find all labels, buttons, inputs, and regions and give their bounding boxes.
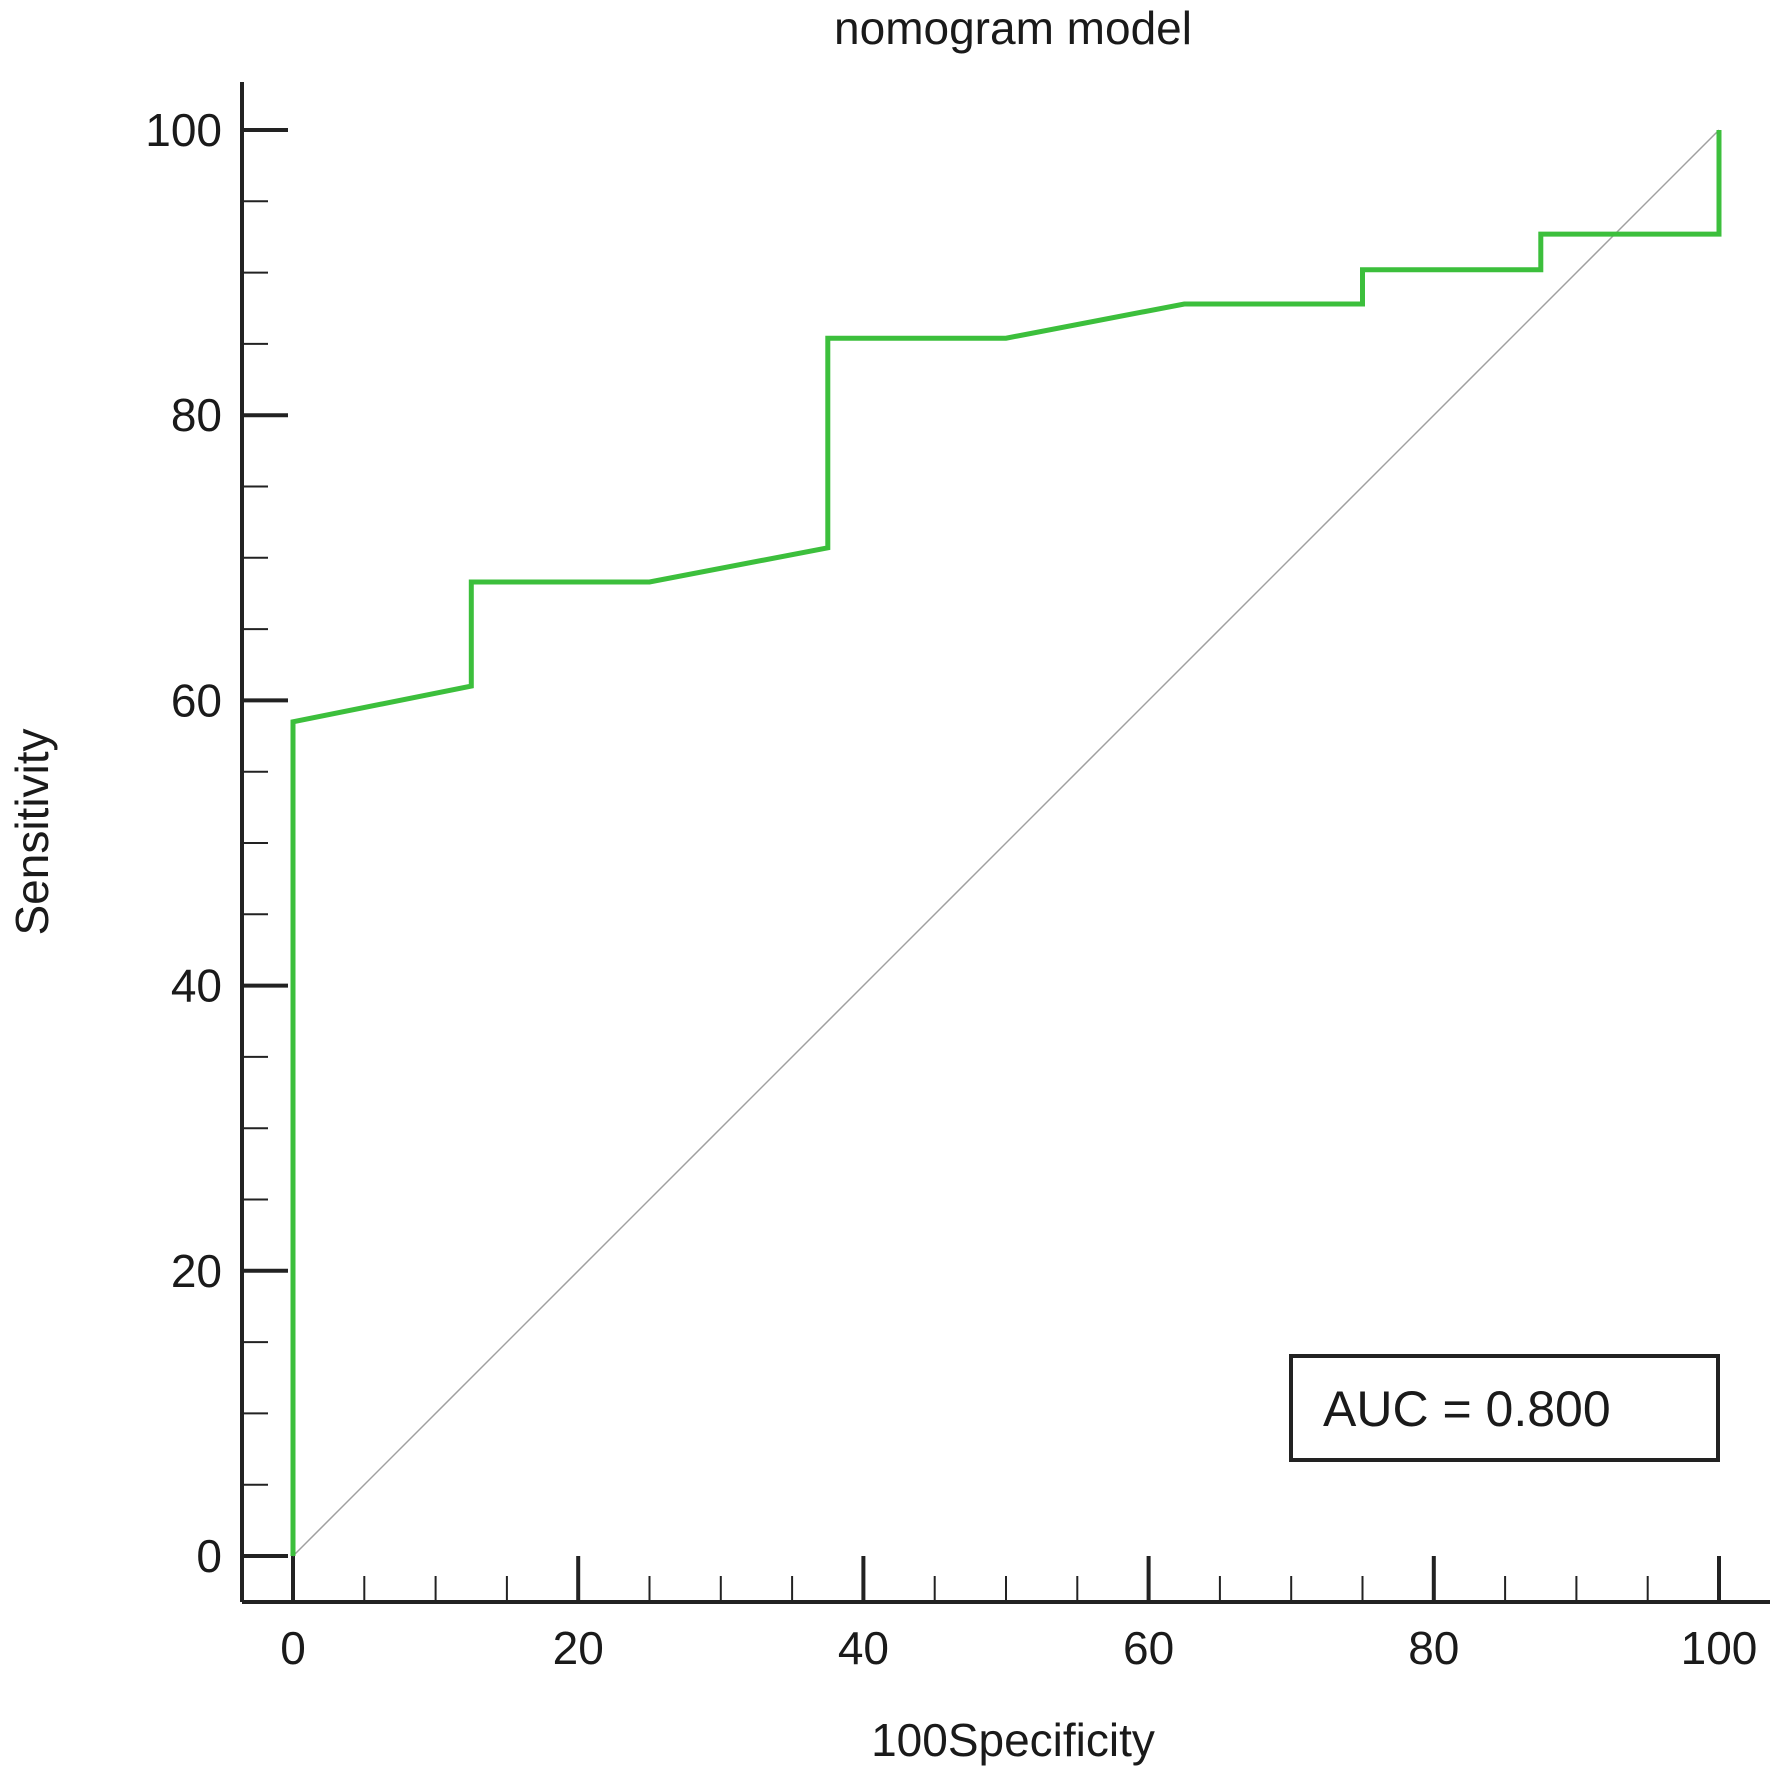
y-axis-title: Sensitivity xyxy=(6,728,58,935)
x-tick-label: 0 xyxy=(280,1622,306,1674)
y-tick-label: 60 xyxy=(171,674,222,726)
roc-curve-line xyxy=(290,130,1722,1556)
y-tick-label: 20 xyxy=(171,1245,222,1297)
y-ticks: 0 20 40 60 80 100 xyxy=(145,104,288,1582)
x-tick-label: 20 xyxy=(553,1622,604,1674)
y-tick-label: 100 xyxy=(145,104,222,156)
auc-box xyxy=(1289,1354,1720,1462)
x-axis-title: 100Specificity xyxy=(871,1714,1155,1766)
x-tick-label: 80 xyxy=(1408,1622,1459,1674)
y-tick-label: 40 xyxy=(171,960,222,1012)
chart-title: nomogram model xyxy=(834,2,1192,54)
series-layer xyxy=(290,129,1722,1557)
auc-label: AUC = 0.800 xyxy=(1323,1381,1611,1437)
x-tick-label: 100 xyxy=(1681,1622,1758,1674)
y-tick-label: 0 xyxy=(196,1530,222,1582)
x-tick-label: 40 xyxy=(838,1622,889,1674)
reference-diagonal-line xyxy=(292,129,1720,1557)
y-tick-label: 80 xyxy=(171,389,222,441)
x-ticks: 0 20 40 60 80 100 xyxy=(280,1556,1757,1674)
x-tick-label: 60 xyxy=(1123,1622,1174,1674)
